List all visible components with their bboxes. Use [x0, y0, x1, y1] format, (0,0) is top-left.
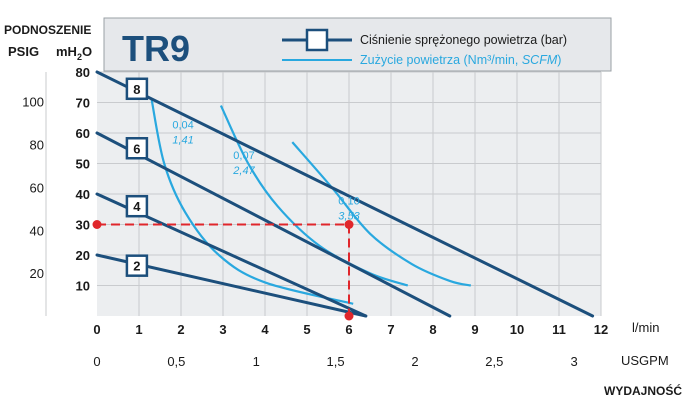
x-tick-lmin: 7	[387, 322, 394, 337]
consumption-curve-2	[291, 141, 472, 287]
x-tick-lmin: 11	[552, 322, 566, 337]
y-tick-psig: 100	[22, 95, 44, 110]
pressure-box-6	[125, 137, 149, 160]
consumption-label-nm3-2: 0,10	[338, 196, 359, 208]
x-unit-lmin: l/min	[632, 320, 659, 335]
x-axis-label: WYDAJNOŚĆ	[604, 383, 682, 398]
x-tick-lmin: 8	[429, 322, 436, 337]
y-tick-mh2o: 40	[76, 187, 90, 202]
y-tick-mh2o: 50	[76, 157, 90, 172]
legend: Ciśnienie sprężonego powietrza (bar) Zuż…	[282, 28, 567, 67]
operating-marker-1	[344, 220, 354, 229]
legend-consumption-text: Zużycie powietrza (Nm³/min, SCFM)	[360, 53, 561, 67]
y-tick-psig: 20	[30, 266, 44, 281]
legend-pressure-marker	[305, 28, 329, 52]
x-tick-usgpm: 3	[571, 354, 578, 369]
consumption-label-nm3-0: 0,04	[172, 119, 193, 131]
y-tick-mh2o: 60	[76, 126, 90, 141]
header-label: PODNOSZENIE	[4, 23, 91, 37]
y-tick-mh2o: 80	[76, 65, 90, 80]
x-tick-usgpm: 2	[411, 354, 418, 369]
x-tick-usgpm: 2,5	[485, 354, 503, 369]
pressure-label-2: 2	[133, 259, 140, 274]
consumption-label-scfm-2: 3,53	[338, 211, 360, 223]
operating-marker-2	[344, 311, 354, 321]
pressure-label-6: 6	[133, 141, 140, 156]
consumption-label-nm3-1: 0,07	[233, 150, 254, 162]
plot-area: 8 6 4 2 0,04 1,41 0,07 2,47 0,10 3,53	[92, 70, 602, 321]
y-tick-mh2o: 30	[76, 218, 90, 233]
y-tick-mh2o: 10	[76, 279, 90, 294]
x-tick-lmin: 6	[345, 322, 352, 337]
x-tick-lmin: 9	[471, 322, 478, 337]
x-tick-usgpm: 0	[93, 354, 100, 369]
y-label-mh2o: mH2O	[56, 44, 92, 62]
x-tick-lmin: 3	[219, 322, 226, 337]
x-tick-usgpm: 0,5	[167, 354, 185, 369]
x-tick-usgpm: 1	[253, 354, 260, 369]
pressure-line-8	[95, 70, 595, 318]
consumption-label-scfm-0: 1,41	[172, 134, 193, 146]
x-tick-usgpm: 1,5	[327, 354, 345, 369]
pressure-box-2	[125, 254, 149, 277]
title-box	[103, 17, 612, 72]
x-tick-lmin: 4	[261, 322, 269, 337]
operating-marker-0	[92, 220, 102, 229]
x-tick-lmin: 1	[135, 322, 142, 337]
consumption-curve-0	[150, 99, 354, 305]
x-tick-lmin: 5	[303, 322, 310, 337]
pressure-label-4: 4	[133, 199, 141, 214]
x-unit-usgpm: USGPM	[621, 353, 669, 368]
consumption-label-scfm-1: 2,47	[232, 165, 255, 177]
chart-title: TR9	[122, 28, 190, 69]
pressure-label-8: 8	[133, 82, 140, 97]
x-tick-lmin: 12	[594, 322, 608, 337]
x-tick-lmin: 0	[93, 322, 100, 337]
y-tick-mh2o: 20	[76, 248, 90, 263]
legend-pressure-text: Ciśnienie sprężonego powietrza (bar)	[360, 33, 567, 47]
x-tick-lmin: 2	[177, 322, 184, 337]
y-tick-psig: 40	[30, 223, 44, 238]
x-tick-lmin: 10	[510, 322, 524, 337]
y-tick-mh2o: 70	[76, 96, 90, 111]
y-label-psig: PSIG	[8, 44, 39, 59]
pressure-box-8	[125, 77, 149, 101]
pressure-box-4	[125, 194, 149, 218]
y-tick-psig: 80	[30, 138, 44, 153]
y-tick-psig: 60	[30, 180, 44, 195]
